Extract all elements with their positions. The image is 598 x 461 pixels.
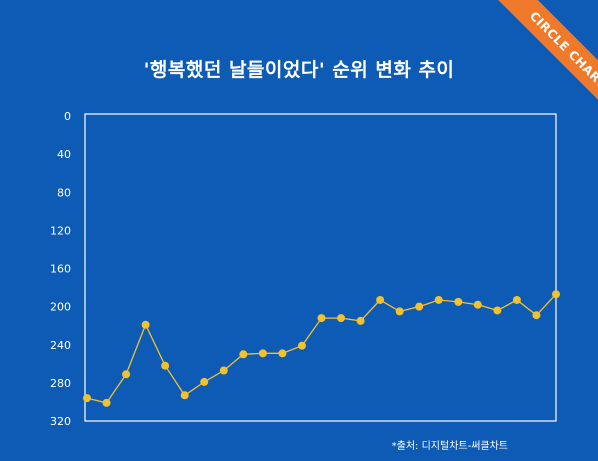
data-point (161, 361, 170, 370)
series-line (86, 293, 557, 404)
y-tick-label: 120 (50, 224, 71, 237)
data-point (493, 306, 502, 315)
data-point (239, 350, 248, 359)
y-tick-label: 0 (64, 110, 71, 123)
data-point (258, 349, 267, 358)
data-point (219, 366, 228, 375)
data-point (395, 307, 404, 316)
y-tick-label: 40 (57, 148, 71, 161)
plot-frame (84, 113, 557, 422)
data-point (180, 391, 189, 400)
data-point (337, 314, 346, 323)
y-axis-ticks: 0 40 80 120 160 200 240 280 320 (50, 110, 71, 428)
data-point (454, 297, 463, 306)
data-point (376, 295, 385, 304)
source-note: *출처: 디지털차트-써클차트 (391, 441, 508, 452)
chart-title: '행복했던 날들이었다' 순위 변화 추이 (143, 59, 455, 81)
y-tick-label: 280 (50, 377, 71, 390)
data-point (434, 295, 443, 304)
y-tick-label: 320 (50, 415, 71, 428)
data-point (356, 316, 365, 325)
data-point (415, 302, 424, 311)
data-point (512, 295, 521, 304)
series-group (83, 290, 560, 407)
circle-chart-badge: CIRCLE CHART (478, 0, 598, 120)
y-tick-label: 80 (57, 186, 71, 199)
data-point (141, 320, 150, 329)
data-point (473, 300, 482, 309)
data-point (297, 341, 306, 350)
y-tick-label: 160 (50, 263, 71, 276)
y-tick-label: 200 (50, 301, 71, 314)
data-point (83, 394, 91, 403)
data-point (102, 398, 111, 407)
badge-label: CIRCLE CHART (487, 0, 598, 120)
data-point (532, 311, 541, 320)
data-point (278, 349, 287, 358)
data-point (122, 370, 131, 379)
data-point (552, 290, 560, 299)
data-point (317, 314, 326, 323)
data-point (200, 377, 209, 386)
y-tick-label: 240 (50, 339, 71, 352)
